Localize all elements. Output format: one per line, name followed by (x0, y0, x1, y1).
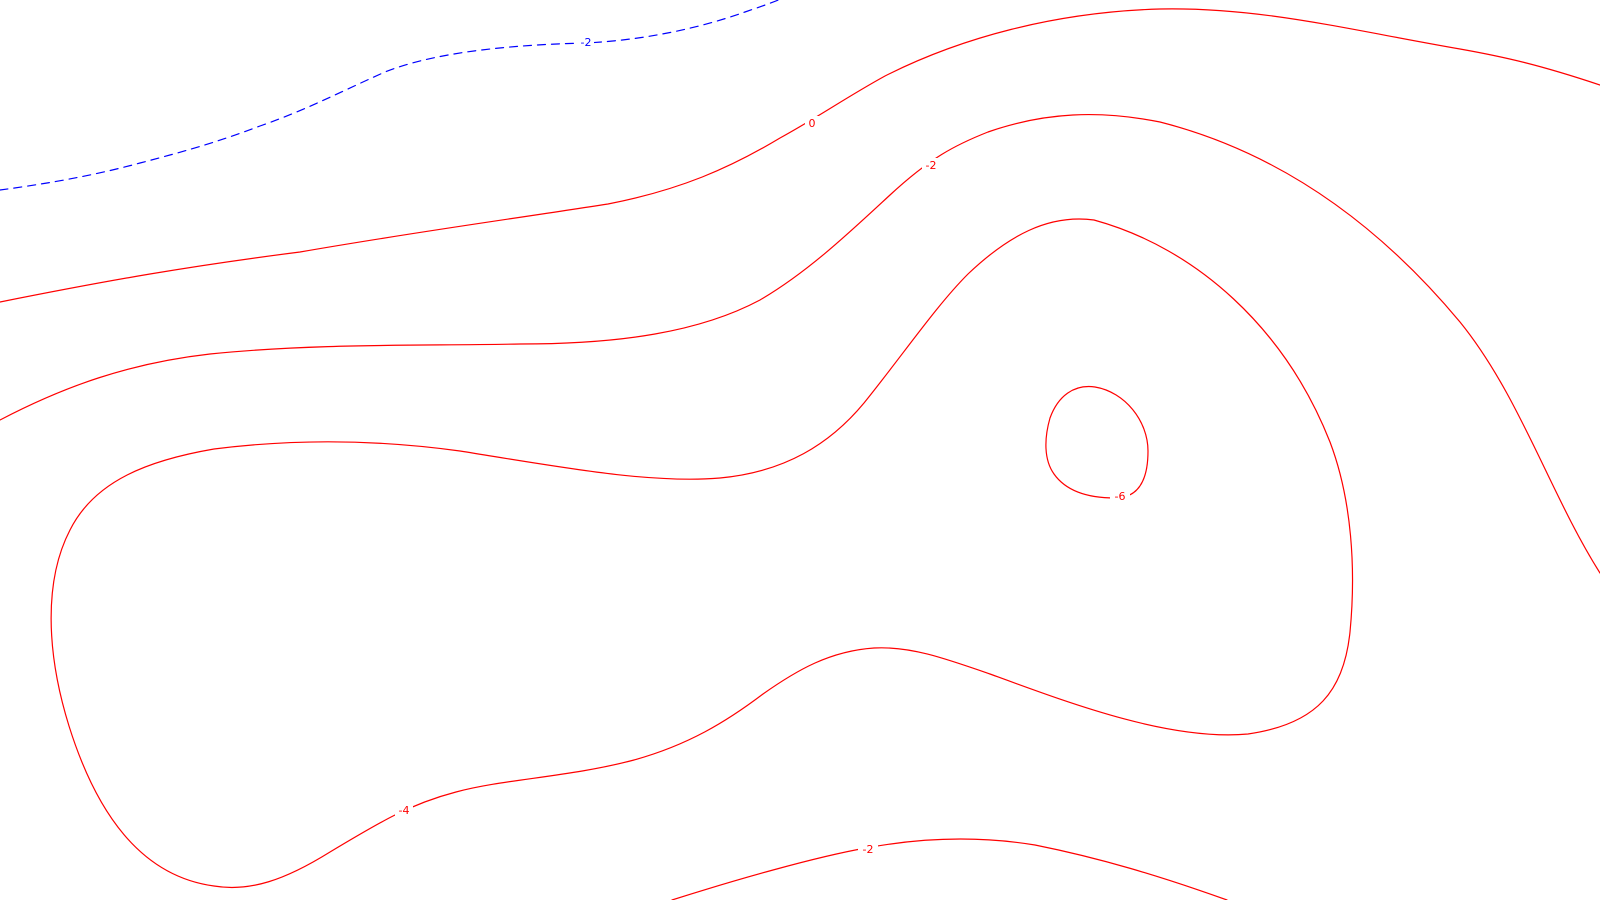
contour-line-zero (0, 8, 1600, 303)
contour-line-upper-minus-2 (0, 114, 1600, 574)
contour-line-lower-minus-2 (671, 838, 1228, 900)
contour-line-blue-dashed (0, 0, 781, 191)
contour-line-middle-minus-4 (50, 218, 1354, 889)
contour-label-blue-2: -2 (581, 36, 592, 49)
contour-label-lower-minus-2: -2 (863, 843, 874, 856)
contour-label-zero: 0 (809, 117, 816, 130)
contour-label-middle-minus-4: -4 (399, 804, 410, 817)
contour-label-upper-minus-2: -2 (926, 159, 937, 172)
contour-label-center-minus-6: -6 (1115, 490, 1126, 503)
contour-line-center-minus-6 (1045, 385, 1149, 499)
